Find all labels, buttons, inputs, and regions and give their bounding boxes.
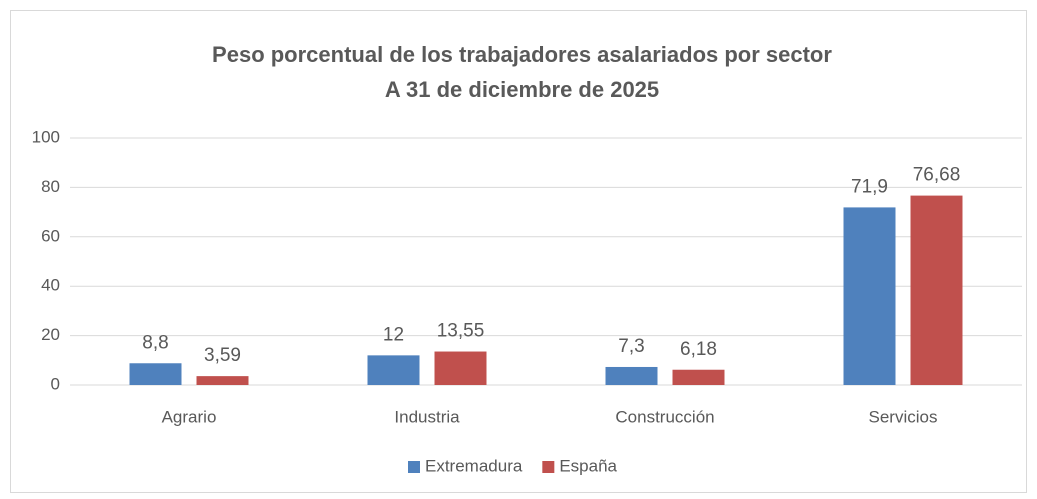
bar <box>367 355 420 385</box>
bar <box>843 207 896 385</box>
value-label: 8,8 <box>142 332 168 353</box>
chart-title: Peso porcentual de los trabajadores asal… <box>212 42 832 67</box>
bar <box>605 366 658 385</box>
bar <box>672 369 725 385</box>
y-tick-label: 100 <box>32 127 60 146</box>
y-tick-label: 40 <box>41 276 60 295</box>
value-label: 12 <box>383 324 404 345</box>
chart-subtitle: A 31 de diciembre de 2025 <box>385 77 659 102</box>
y-tick-label: 0 <box>51 374 60 393</box>
value-label: 3,59 <box>204 345 241 366</box>
bar <box>196 376 249 385</box>
x-tick-label: Industria <box>394 407 460 426</box>
value-label: 6,18 <box>680 339 717 360</box>
y-tick-label: 60 <box>41 226 60 245</box>
x-tick-label: Servicios <box>869 407 938 426</box>
legend-swatch <box>408 461 420 473</box>
x-tick-label: Agrario <box>162 407 217 426</box>
value-label: 7,3 <box>618 336 644 357</box>
y-tick-label: 80 <box>41 177 60 196</box>
value-label: 76,68 <box>913 165 961 186</box>
value-label: 13,55 <box>437 321 485 342</box>
x-tick-label: Construcción <box>615 407 714 426</box>
legend-swatch <box>542 461 555 473</box>
legend-label: España <box>559 456 617 475</box>
bar <box>129 363 182 385</box>
legend-label: Extremadura <box>425 456 523 475</box>
y-tick-label: 20 <box>41 325 60 344</box>
bar <box>434 351 487 385</box>
value-label: 71,9 <box>851 176 888 197</box>
bar <box>910 195 963 385</box>
